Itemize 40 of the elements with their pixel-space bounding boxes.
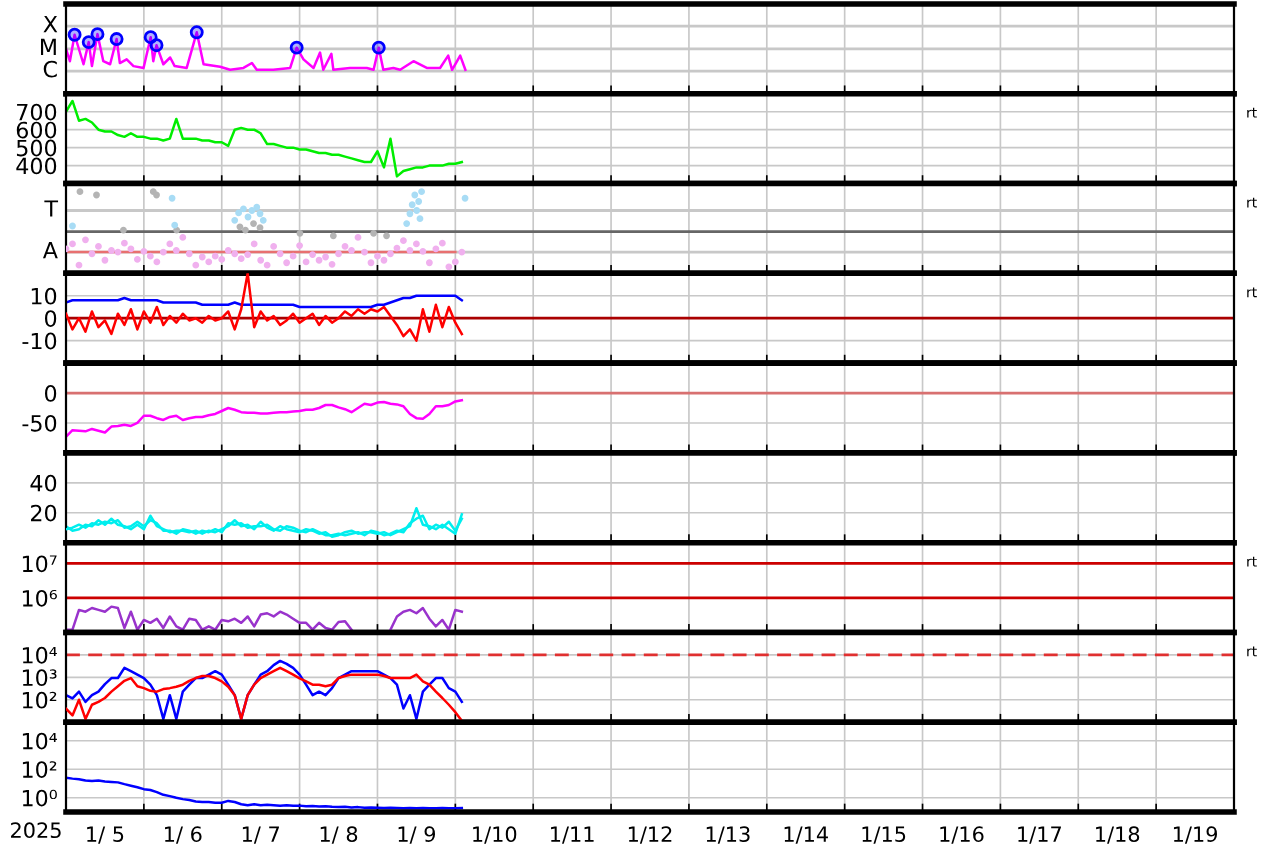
x-tick-label: 1/ 6 (165, 826, 202, 844)
y-tick-label: 10⁰ (22, 789, 57, 807)
x-tick-label: 1/19 (1173, 826, 1217, 844)
y-tick-label: 0 (44, 384, 57, 402)
y-tick-label: 10⁴ (22, 732, 57, 750)
y-tick-label: 10² (22, 691, 57, 709)
ref-line-label: M (41, 38, 56, 56)
y-tick-label: 10⁶ (22, 589, 57, 607)
y-tick-label: 10 (31, 287, 57, 305)
y-tick-label: 20 (31, 504, 57, 522)
y-tick-label: 10² (22, 761, 57, 779)
y-tick-label: 0 (44, 310, 57, 327)
y-tick-label: -10 (22, 332, 57, 350)
y-tick-label: 600 (16, 121, 57, 139)
x-tick-label: 1/13 (706, 826, 750, 844)
x-tick-label: 1/18 (1096, 826, 1140, 844)
y-tick-label: 700 (17, 103, 57, 121)
x-axis-title: 2025 (11, 822, 61, 839)
x-tick-label: 1/ 5 (87, 826, 124, 844)
y-tick-label: 40 (30, 474, 57, 492)
x-tick-label: 1/ 9 (398, 826, 436, 844)
x-tick-label: 1/10 (473, 826, 517, 844)
x-tick-label: 1/ 8 (320, 826, 358, 844)
y-tick-label: 10³ (22, 669, 57, 687)
x-tick-label: 1/11 (551, 826, 594, 844)
x-tick-label: 1/15 (862, 826, 906, 844)
x-tick-label: 1/12 (628, 826, 672, 844)
y-tick-label: 10⁷ (22, 555, 57, 573)
ref-line-label: C (43, 60, 57, 78)
x-tick-label: 1/ 7 (242, 826, 279, 844)
ref-line-label: T (44, 200, 59, 217)
ref-line-label: X (43, 16, 58, 33)
ref-line-label: A (42, 242, 58, 259)
y-tick-label: 500 (16, 139, 57, 157)
x-tick-label: 1/17 (1018, 826, 1061, 844)
y-tick-label: -50 (22, 414, 57, 432)
x-tick-label: 1/16 (940, 826, 984, 844)
y-tick-label: 400 (16, 157, 57, 175)
y-tick-label: 10⁴ (22, 646, 57, 664)
x-tick-label: 1/14 (784, 826, 828, 844)
